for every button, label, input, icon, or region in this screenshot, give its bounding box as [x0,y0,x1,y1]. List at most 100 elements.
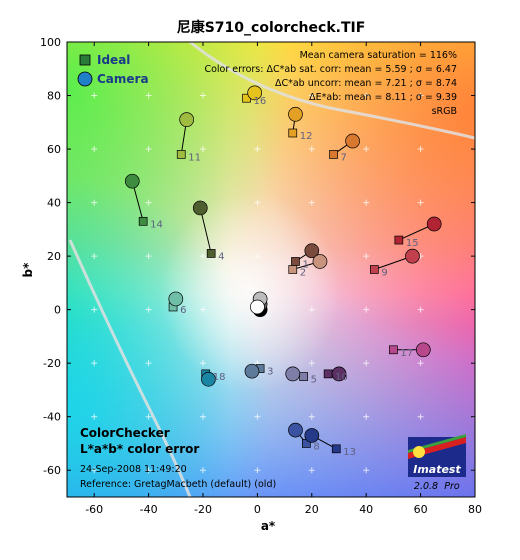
grid-mark [308,467,315,474]
grid-mark [417,413,424,420]
grid-mark [363,360,370,367]
ideal-marker-13 [331,444,341,454]
legend-camera-marker [77,71,93,87]
stats-colorspace: sRGB [432,106,457,117]
x-tick-label: 20 [305,503,319,516]
patch-label-14: 14 [150,219,163,230]
grid-mark [417,146,424,153]
stats-saturation: Mean camera saturation = 116% [300,50,457,61]
logo-version: 2.0.8 [414,481,438,492]
grid-mark [200,146,206,153]
patch-label-8: 8 [313,441,319,452]
camera-marker-17 [415,342,431,358]
footer-colorchecker: ColorChecker [80,426,170,440]
ideal-marker-17 [389,345,398,355]
patch-label-18: 18 [213,372,226,383]
plot-frame [66,41,476,498]
srgb-gamut-boundary-upper [189,42,475,140]
grid-mark [91,413,98,420]
patch-label-13: 13 [343,447,356,458]
patch-label-2: 2 [300,268,306,279]
grid-mark [145,360,152,367]
ideal-marker-9 [370,265,379,274]
camera-marker-18 [201,371,216,387]
grid-mark [417,360,424,367]
grid-mark [254,146,261,153]
y-tick-label: -20 [43,357,61,370]
camera-marker-16 [247,85,263,101]
y-tick-label: 40 [47,197,61,210]
ideal-marker-14 [138,216,148,226]
x-tick-label: -60 [85,503,103,516]
chart-title: 尼康S710_colorcheck.TIF [177,19,366,36]
patch-label-1: 1 [302,259,308,270]
ideal-marker-7 [329,150,338,159]
grid-mark [200,467,206,474]
ideal-marker-12 [288,128,298,138]
patch-label-17: 17 [400,348,413,359]
patch-label-15: 15 [406,238,419,249]
logo-edition: Pro [444,481,460,492]
x-tick-label: 40 [359,503,373,516]
grid-mark [145,413,152,420]
ideal-marker-15 [394,235,404,245]
logo-sun-icon [413,446,425,458]
grid-mark [363,306,370,313]
camera-marker-2 [312,254,328,269]
grid-mark [91,306,98,313]
grid-mark [254,253,261,260]
y-tick-label: 20 [47,250,61,263]
camera-marker-11 [179,112,195,127]
grid-mark [363,467,370,474]
neutral-point [250,299,265,315]
patch-label-10: 10 [335,372,348,383]
camera-marker-1 [304,243,320,259]
x-tick-label: 60 [414,503,428,516]
grid-mark [200,253,206,260]
grid-mark [200,306,206,313]
grid-mark [145,253,152,260]
ideal-marker-10 [323,369,333,379]
grid-mark [254,467,261,474]
camera-marker-10 [331,366,347,382]
patch-label-6: 6 [180,305,186,316]
legend: Ideal Camera [77,53,149,87]
srgb-gamut-boundary-lower [68,239,192,497]
grid-mark [308,413,315,420]
footer-info: ColorChecker L*a*b* color error 24-Sep-2… [80,426,276,490]
grid-mark [254,413,261,420]
grid-mark [363,146,370,153]
grid-mark [91,253,98,260]
patch-label-4: 4 [218,251,224,262]
grid-mark [363,199,370,206]
camera-marker-7 [345,133,360,149]
legend-ideal-label: Ideal [97,53,130,67]
y-tick-label: 80 [47,90,61,103]
grid-mark [91,467,98,474]
grid-mark [145,306,152,313]
ideal-marker-5 [299,372,308,381]
patch-label-3: 3 [267,367,273,378]
logo-name: Imatest [413,463,461,476]
footer-subtitle: L*a*b* color error [80,442,199,456]
camera-marker-14 [124,173,140,189]
grid-mark [200,413,206,420]
camera-marker-12 [288,106,303,122]
grid-mark [417,92,424,99]
stats-box: Mean camera saturation = 116% Color erro… [204,50,457,117]
camera-marker-9 [405,248,420,264]
y-tick-label: -40 [43,411,61,424]
ideal-markers [138,93,404,454]
y-tick-label: -60 [43,464,61,477]
grid-mark [308,146,315,153]
grid-mark [200,360,206,367]
grid-mark [363,92,370,99]
patch-label-11: 11 [188,152,201,163]
legend-ideal-marker [79,54,91,66]
y-tick-label: 100 [40,36,61,49]
camera-marker-8 [288,422,303,438]
camera-markers [124,85,442,443]
stats-dc-sat-corr: Color errors: ΔC*ab sat. corr: mean = 5.… [204,64,457,75]
